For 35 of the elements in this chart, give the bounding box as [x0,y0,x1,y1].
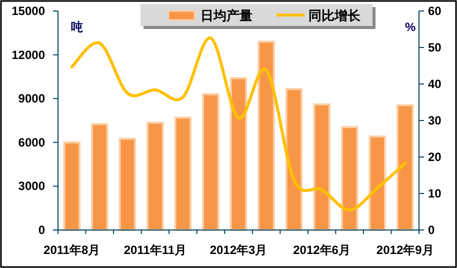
y-tick-label: 12000 [12,48,46,62]
x-tick-label: 2012年9月 [376,243,434,257]
y-tick-label: 6000 [18,135,46,150]
y-tick-label: 0 [38,223,46,237]
bar [63,141,81,231]
y2-tick-label: 50 [428,40,442,54]
bar [258,40,275,231]
bar [368,136,386,231]
bar [230,77,248,231]
y-tick-label: 3000 [18,179,46,194]
legend-label: 同比增长 [308,8,362,23]
y-tick-label: 15000 [12,4,46,18]
bar [91,123,108,231]
bar [285,88,303,231]
x-tick-label: 2012年3月 [210,243,268,257]
y-axis-title: 吨 [71,20,83,34]
y2-tick-label: 0 [428,223,435,237]
y2-tick-label: 60 [428,4,442,18]
x-tick-label: 2011年11月 [124,243,187,257]
bar [202,93,220,231]
y2-tick-label: 20 [428,150,442,164]
y-tick-label: 9000 [18,92,46,106]
bar [340,126,358,231]
bar [118,138,136,231]
bar [146,122,164,231]
y2-axis-title: % [405,20,416,34]
y2-tick-label: 10 [428,186,442,200]
y2-tick-label: 30 [428,114,442,128]
bar [313,103,330,231]
legend-label: 日均产量 [200,8,252,23]
x-tick-label: 2011年8月 [44,243,100,257]
bar [174,116,192,231]
bar [396,104,414,231]
y2-tick-label: 40 [428,77,442,91]
x-tick-label: 2012年6月 [293,243,350,257]
